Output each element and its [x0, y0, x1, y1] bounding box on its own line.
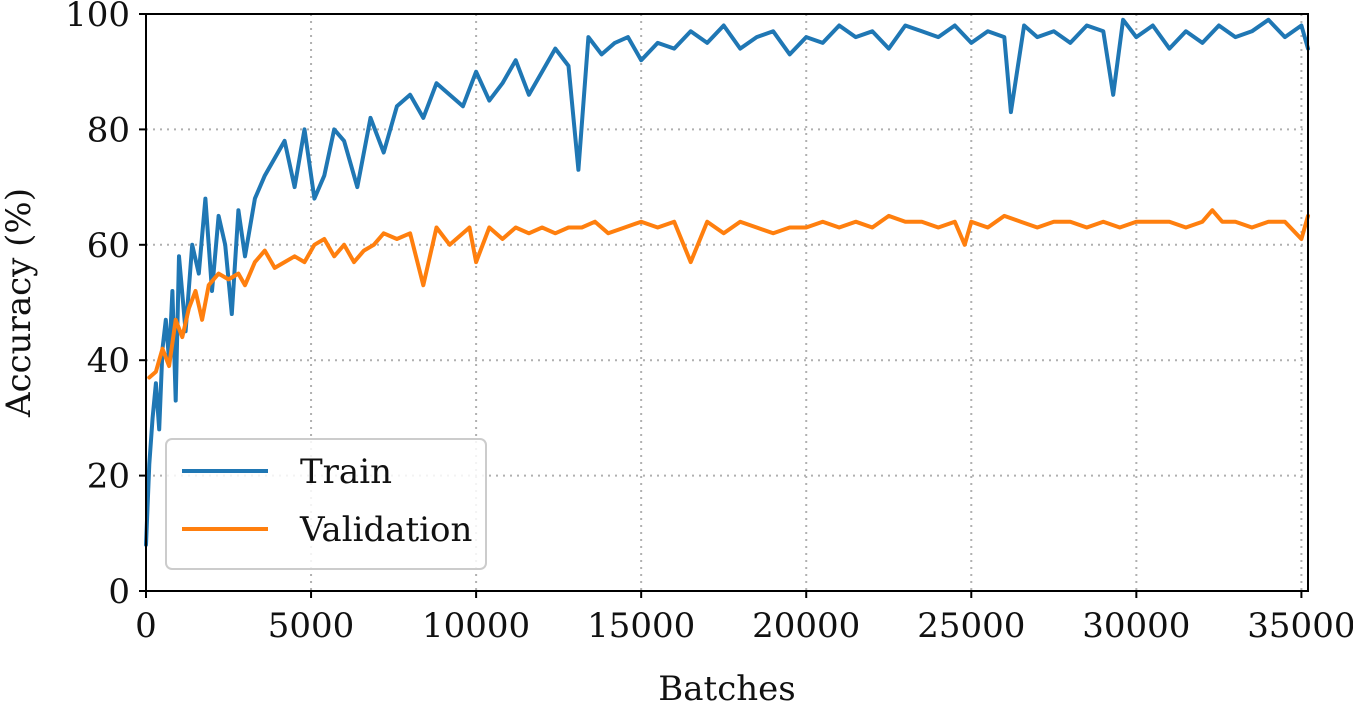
x-axis-label: Batches [658, 669, 795, 709]
x-tick-label: 25000 [917, 606, 1025, 646]
x-tick-label: 10000 [422, 606, 530, 646]
plot-frame [145, 13, 1309, 592]
legend-label-train: Train [300, 452, 392, 492]
y-tick-label: 40 [87, 341, 130, 381]
series-line-validation [147, 208, 1310, 380]
x-tick-label: 20000 [752, 606, 860, 646]
legend-label-validation: Validation [299, 510, 472, 550]
x-tick-label: 30000 [1082, 606, 1190, 646]
y-tick-label: 100 [65, 0, 130, 35]
x-tick-label: 5000 [268, 606, 355, 646]
axis-ticks: 0 5000 10000 15000 20000 25000 30000 35000 0 20 40… [65, 0, 1353, 646]
y-axis-label: Accuracy (%) [0, 188, 39, 418]
series-group [144, 17, 1310, 547]
y-tick-label: 60 [87, 226, 130, 266]
x-tick-label: 0 [135, 606, 157, 646]
legend: Train Validation [165, 438, 487, 570]
series-line-train [144, 17, 1310, 547]
y-tick-label: 80 [87, 110, 130, 150]
y-tick-label: 0 [108, 572, 130, 612]
x-tick-label: 35000 [1247, 606, 1353, 646]
grid [146, 14, 1308, 591]
y-tick-label: 20 [87, 457, 130, 497]
x-tick-label: 15000 [587, 606, 695, 646]
